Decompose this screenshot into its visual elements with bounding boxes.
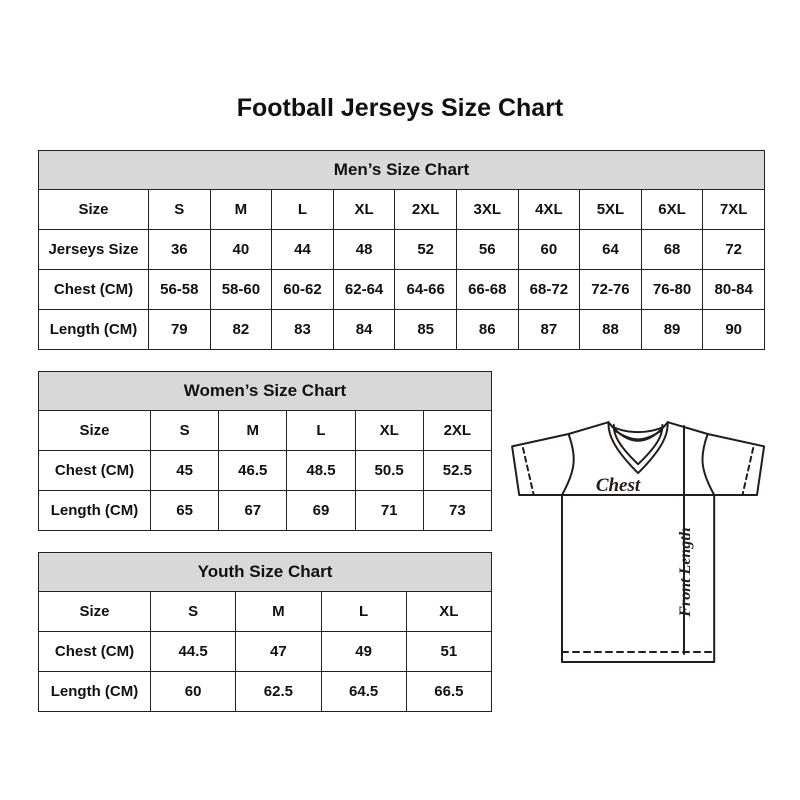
svg-text:Chest: Chest (596, 475, 641, 496)
svg-text:Front Length: Front Length (677, 527, 694, 617)
